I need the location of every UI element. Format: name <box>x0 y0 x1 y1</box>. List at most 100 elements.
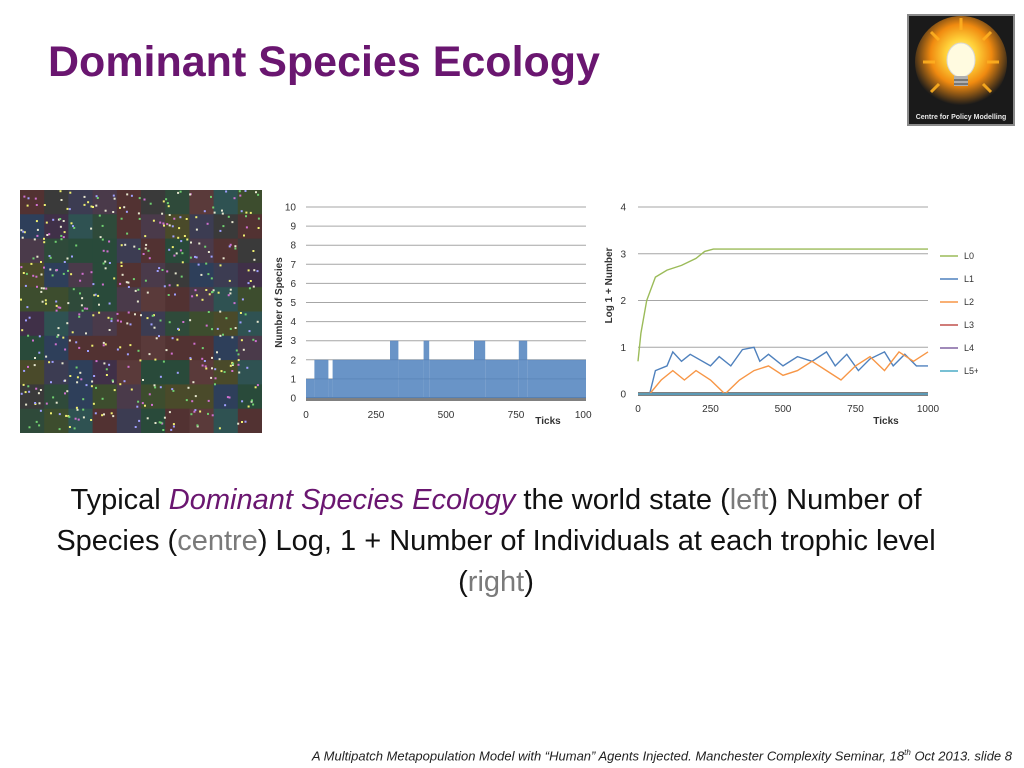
world-individual <box>104 343 107 346</box>
world-individual <box>92 206 94 208</box>
world-patch <box>116 214 142 240</box>
world-individual <box>167 205 170 208</box>
world-patch <box>68 262 94 288</box>
world-individual <box>92 283 95 286</box>
world-patch <box>237 311 262 337</box>
world-individual <box>185 218 188 220</box>
world-individual <box>91 380 94 383</box>
world-individual <box>101 224 104 227</box>
world-individual <box>43 266 45 269</box>
world-individual <box>94 412 97 415</box>
world-individual <box>207 251 210 253</box>
world-patch <box>189 214 215 240</box>
world-individual <box>207 412 209 415</box>
world-individual <box>63 231 66 234</box>
world-individual <box>226 396 229 399</box>
world-individual <box>68 426 71 428</box>
world-individual <box>168 214 171 216</box>
number-of-species-chart: 0 1 2 3 4 5 6 7 8 9 10 0 250 500 750 1000 Ticks Number of… <box>274 203 592 428</box>
world-individual <box>158 335 160 338</box>
world-individual <box>108 302 111 305</box>
caption-centre: centre <box>177 525 258 557</box>
world-individual <box>254 386 257 389</box>
world-individual <box>240 210 243 213</box>
world-individual <box>48 255 51 257</box>
world-individual <box>243 234 245 237</box>
world-individual <box>257 227 260 229</box>
world-individual <box>55 304 58 307</box>
world-individual <box>48 233 51 236</box>
species-series-segment <box>328 378 333 398</box>
world-patch <box>189 190 215 215</box>
world-patch <box>20 384 45 410</box>
world-individual <box>65 414 68 417</box>
world-individual <box>237 422 240 425</box>
species-series-segment <box>306 378 315 398</box>
world-individual <box>247 269 250 272</box>
world-individual <box>195 294 198 297</box>
world-individual <box>156 270 159 272</box>
world-patch <box>141 360 166 385</box>
world-individual <box>66 207 69 210</box>
world-individual <box>241 400 244 403</box>
world-individual <box>68 415 71 418</box>
world-individual <box>79 371 82 374</box>
world-individual <box>57 327 60 330</box>
x-tick-label: 0 <box>635 404 641 415</box>
world-individual <box>132 278 135 281</box>
world-individual <box>90 419 93 421</box>
slide-caption: Typical Dominant Species Ecology the wor… <box>40 480 952 603</box>
world-patch <box>165 311 190 337</box>
world-individual <box>228 245 231 248</box>
world-individual <box>50 412 52 415</box>
world-individual <box>57 334 60 337</box>
world-individual <box>45 287 48 290</box>
world-individual <box>63 261 66 263</box>
legend-label: L4 <box>964 343 974 353</box>
world-individual <box>207 311 210 313</box>
world-individual <box>199 410 202 413</box>
x-tick-label: 500 <box>775 404 792 415</box>
world-individual <box>20 266 23 269</box>
world-individual <box>201 364 204 367</box>
world-individual <box>110 317 113 320</box>
world-individual <box>256 384 259 387</box>
world-individual <box>174 293 176 296</box>
world-individual <box>127 281 130 284</box>
world-individual <box>106 250 109 253</box>
world-individual <box>144 235 147 238</box>
world-individual <box>233 197 236 200</box>
world-individual <box>28 390 31 393</box>
world-individual <box>134 426 137 428</box>
world-individual <box>245 215 247 218</box>
world-individual <box>35 387 38 390</box>
lightbulb-icon <box>909 16 1013 124</box>
world-individual <box>38 424 41 427</box>
world-individual <box>146 417 149 420</box>
world-individual <box>231 336 234 339</box>
world-individual <box>136 300 139 303</box>
world-individual <box>80 378 83 381</box>
world-individual <box>247 405 250 408</box>
world-individual <box>191 295 194 298</box>
world-individual <box>62 236 65 239</box>
world-individual <box>20 298 22 301</box>
world-individual <box>87 201 90 204</box>
x-tick-label: 250 <box>702 404 719 415</box>
world-individual <box>160 421 163 424</box>
world-individual <box>138 419 141 422</box>
world-individual <box>138 217 141 220</box>
world-individual <box>256 270 259 273</box>
world-individual <box>205 262 208 265</box>
world-individual <box>165 198 168 201</box>
world-individual <box>247 282 250 285</box>
world-individual <box>197 263 200 266</box>
world-individual <box>33 364 36 367</box>
world-individual <box>233 302 236 305</box>
world-individual <box>237 353 240 356</box>
world-individual <box>194 255 196 258</box>
world-individual <box>120 320 122 323</box>
slide-title: Dominant Species Ecology <box>48 38 600 86</box>
y-tick-label: 7 <box>290 260 296 271</box>
world-patch <box>141 214 166 240</box>
